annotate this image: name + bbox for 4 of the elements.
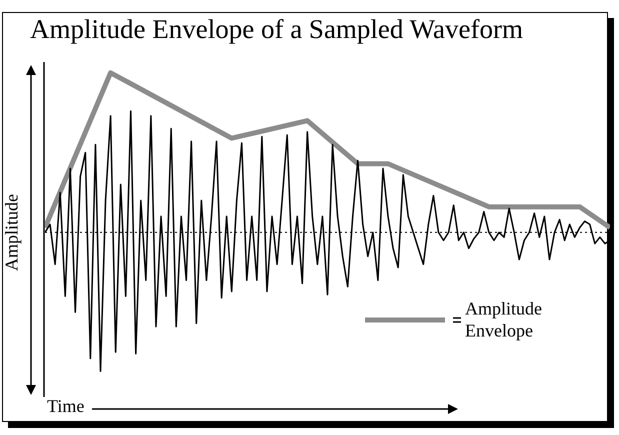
x-axis-title: Time	[47, 396, 84, 417]
chart-title: Amplitude Envelope of a Sampled Waveform	[30, 14, 523, 45]
y-axis-title: Amplitude	[2, 193, 22, 272]
text: Amplitude Envelope	[465, 298, 542, 341]
